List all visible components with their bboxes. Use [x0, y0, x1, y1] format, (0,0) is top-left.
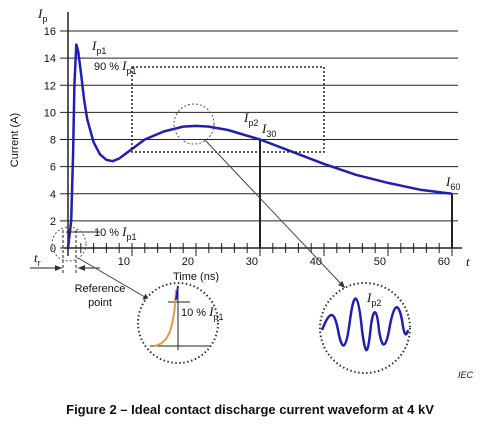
y-tick-label: 6	[50, 162, 56, 174]
y-tick-label: 14	[44, 53, 56, 65]
y-tick-label: 0	[50, 243, 56, 255]
annotation: Ip2	[366, 290, 381, 308]
inset-curve	[320, 297, 410, 352]
x-tick-label: 50	[374, 256, 386, 268]
annotation: Ip2	[243, 110, 258, 128]
y-tick-label: 2	[50, 216, 56, 228]
arrow	[77, 257, 151, 301]
y-tick-label: 10	[44, 107, 56, 119]
y-tick-label: 12	[44, 80, 56, 92]
annotation: 90 % Ip1	[94, 58, 137, 76]
y-axis-label: Current (A)	[9, 113, 21, 167]
zoom-circle	[51, 226, 87, 262]
inset-curve	[175, 285, 179, 301]
y-tick-label: 8	[50, 135, 56, 147]
x-tick-label: 10	[118, 256, 130, 268]
annotation: point	[88, 297, 112, 309]
zoom-circle	[173, 103, 215, 145]
annotation: Ip1	[91, 38, 106, 56]
x-tick-label: 60	[438, 256, 450, 268]
annotation: tr	[34, 250, 41, 268]
y-tick-label: 4	[50, 189, 56, 201]
inset	[319, 282, 411, 374]
x-axis-label: Time (ns)	[173, 271, 219, 283]
series-line	[66, 43, 453, 249]
annotation: I60	[445, 174, 460, 192]
x-tick-label: 30	[246, 256, 258, 268]
annotation: 10 % Ip1	[94, 224, 137, 242]
y-tick-label: 16	[44, 26, 56, 38]
arrow	[204, 139, 346, 289]
source: IEC	[458, 370, 474, 380]
annotation: I30	[261, 121, 276, 139]
caption: Figure 2 – Ideal contact discharge curre…	[66, 402, 434, 417]
y-symbol: Ip	[37, 6, 47, 24]
x-tick-label: 20	[182, 256, 194, 268]
x-symbol: t	[466, 254, 470, 269]
annotation: 10 % Ip1	[181, 304, 224, 322]
x-tick-label: 40	[310, 256, 322, 268]
window-box	[131, 66, 325, 153]
annotation: Reference	[75, 283, 126, 295]
inset-curve	[153, 289, 177, 347]
